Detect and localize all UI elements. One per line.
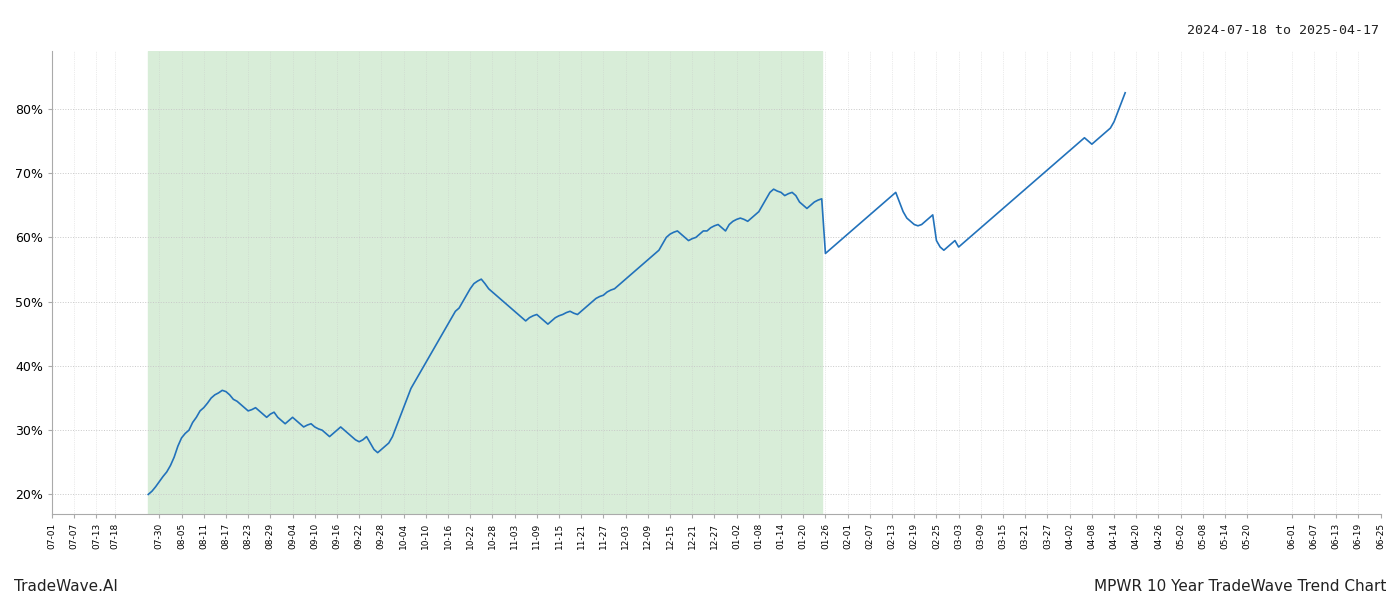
Bar [148, 51, 822, 514]
Text: 2024-07-18 to 2025-04-17: 2024-07-18 to 2025-04-17 [1187, 24, 1379, 37]
Text: MPWR 10 Year TradeWave Trend Chart: MPWR 10 Year TradeWave Trend Chart [1093, 579, 1386, 594]
Text: TradeWave.AI: TradeWave.AI [14, 579, 118, 594]
